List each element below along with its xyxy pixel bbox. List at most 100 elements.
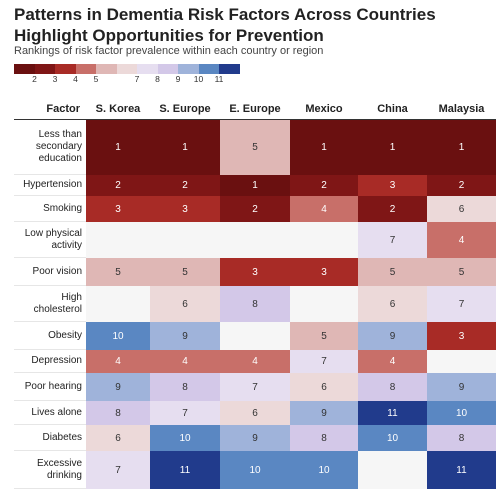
heat-cell: 8: [86, 401, 150, 425]
column-header: China: [377, 103, 408, 115]
heat-cell: 5: [150, 258, 220, 286]
legend-swatch: [116, 64, 137, 74]
legend-tick-label: 4: [73, 74, 78, 84]
heat-cell: 10: [290, 451, 358, 489]
row-label: Obesity: [14, 322, 86, 350]
legend-swatch: [75, 64, 96, 74]
row-label: Smoking: [14, 196, 86, 222]
heat-cell: 9: [86, 373, 150, 401]
legend-tick-label: 9: [175, 74, 181, 84]
heat-cell: 10: [150, 425, 220, 451]
heat-cell: 4: [427, 222, 496, 258]
heat-cell: 3: [150, 196, 220, 222]
heat-cell: 8: [290, 425, 358, 451]
heat-cell: 2: [220, 196, 290, 222]
heat-cell: 8: [150, 373, 220, 401]
heat-cell: 11: [150, 451, 220, 489]
legend-swatch: [96, 64, 117, 74]
heat-cell: 1: [150, 120, 220, 175]
heat-cell: 8: [427, 425, 496, 451]
heat-cell: 6: [150, 286, 220, 322]
chart-subtitle: Rankings of risk factor prevalence withi…: [14, 45, 324, 57]
heat-cell: 3: [290, 258, 358, 286]
heat-cell: 1: [220, 175, 290, 196]
heat-cell: 5: [86, 258, 150, 286]
legend-swatch: [219, 64, 240, 74]
heat-cell: 4: [220, 350, 290, 373]
row-label: Poor vision: [14, 258, 86, 286]
empty-cell: [290, 222, 358, 258]
empty-cell: [220, 322, 290, 350]
legend-swatch: [55, 64, 76, 74]
heat-cell: 3: [427, 322, 496, 350]
heat-cell: 7: [358, 222, 427, 258]
column-header: S. Korea: [95, 103, 141, 115]
heat-cell: 6: [290, 373, 358, 401]
heat-cell: 1: [290, 120, 358, 175]
row-label: Low physical activity: [14, 222, 86, 258]
heat-cell: 10: [358, 425, 427, 451]
row-label: Poor hearing: [14, 373, 86, 401]
heat-cell: 5: [427, 258, 496, 286]
heat-cell: 9: [358, 322, 427, 350]
heat-cell: 5: [290, 322, 358, 350]
legend-swatch: [198, 64, 219, 74]
heat-cell: 3: [358, 175, 427, 196]
heat-cell: 4: [150, 350, 220, 373]
heat-cell: 5: [358, 258, 427, 286]
heat-cell: 8: [220, 286, 290, 322]
heat-cell: 7: [150, 401, 220, 425]
empty-cell: [86, 286, 150, 322]
row-label: Depression: [14, 350, 86, 373]
heat-cell: 1: [427, 120, 496, 175]
heat-cell: 5: [220, 120, 290, 175]
empty-cell: [220, 222, 290, 258]
row-header: Factor: [46, 103, 80, 115]
heat-cell: 9: [427, 373, 496, 401]
heat-cell: 10: [86, 322, 150, 350]
legend-tick-label: 11: [214, 74, 224, 84]
legend-tick-label: 2: [32, 74, 37, 84]
legend-swatch: [14, 64, 35, 74]
heat-cell: 7: [220, 373, 290, 401]
heat-cell: 4: [290, 196, 358, 222]
empty-cell: [150, 222, 220, 258]
legend-tick-label: 5: [93, 74, 99, 84]
heat-cell: 4: [86, 350, 150, 373]
heat-cell: 2: [86, 175, 150, 196]
column-header: S. Europe: [159, 103, 211, 115]
row-label: Diabetes: [14, 425, 86, 451]
legend-swatch: [178, 64, 199, 74]
row-label: High cholesterol: [14, 286, 86, 322]
row-label: Lives alone: [14, 401, 86, 425]
heat-cell: 7: [86, 451, 150, 489]
heat-cell: 2: [150, 175, 220, 196]
legend-swatch: [137, 64, 158, 74]
row-label: Excessive drinking: [14, 451, 86, 489]
heat-cell: 6: [220, 401, 290, 425]
legend-tick-label: 3: [52, 74, 58, 84]
heat-cell: 4: [358, 350, 427, 373]
heat-cell: 9: [220, 425, 290, 451]
heat-cell: 11: [427, 451, 496, 489]
legend-swatch: [34, 64, 55, 74]
legend-tick-label: 7: [134, 74, 140, 84]
legend-tick-label: 8: [155, 74, 160, 84]
heat-cell: 10: [220, 451, 290, 489]
heat-cell: 3: [220, 258, 290, 286]
heat-cell: 2: [358, 196, 427, 222]
heat-cell: 9: [150, 322, 220, 350]
heat-cell: 6: [86, 425, 150, 451]
header-rule: [14, 119, 496, 120]
heat-cell: 9: [290, 401, 358, 425]
empty-cell: [86, 222, 150, 258]
row-label: Hypertension: [14, 175, 86, 196]
row-label: Less than secondary education: [14, 120, 86, 175]
column-header: E. Europe: [229, 103, 281, 115]
heat-cell: 7: [290, 350, 358, 373]
chart-title: Patterns in Dementia Risk Factors Across…: [14, 5, 436, 45]
heat-cell: 10: [427, 401, 496, 425]
heat-cell: 6: [427, 196, 496, 222]
legend-tick-label: 10: [193, 74, 204, 84]
